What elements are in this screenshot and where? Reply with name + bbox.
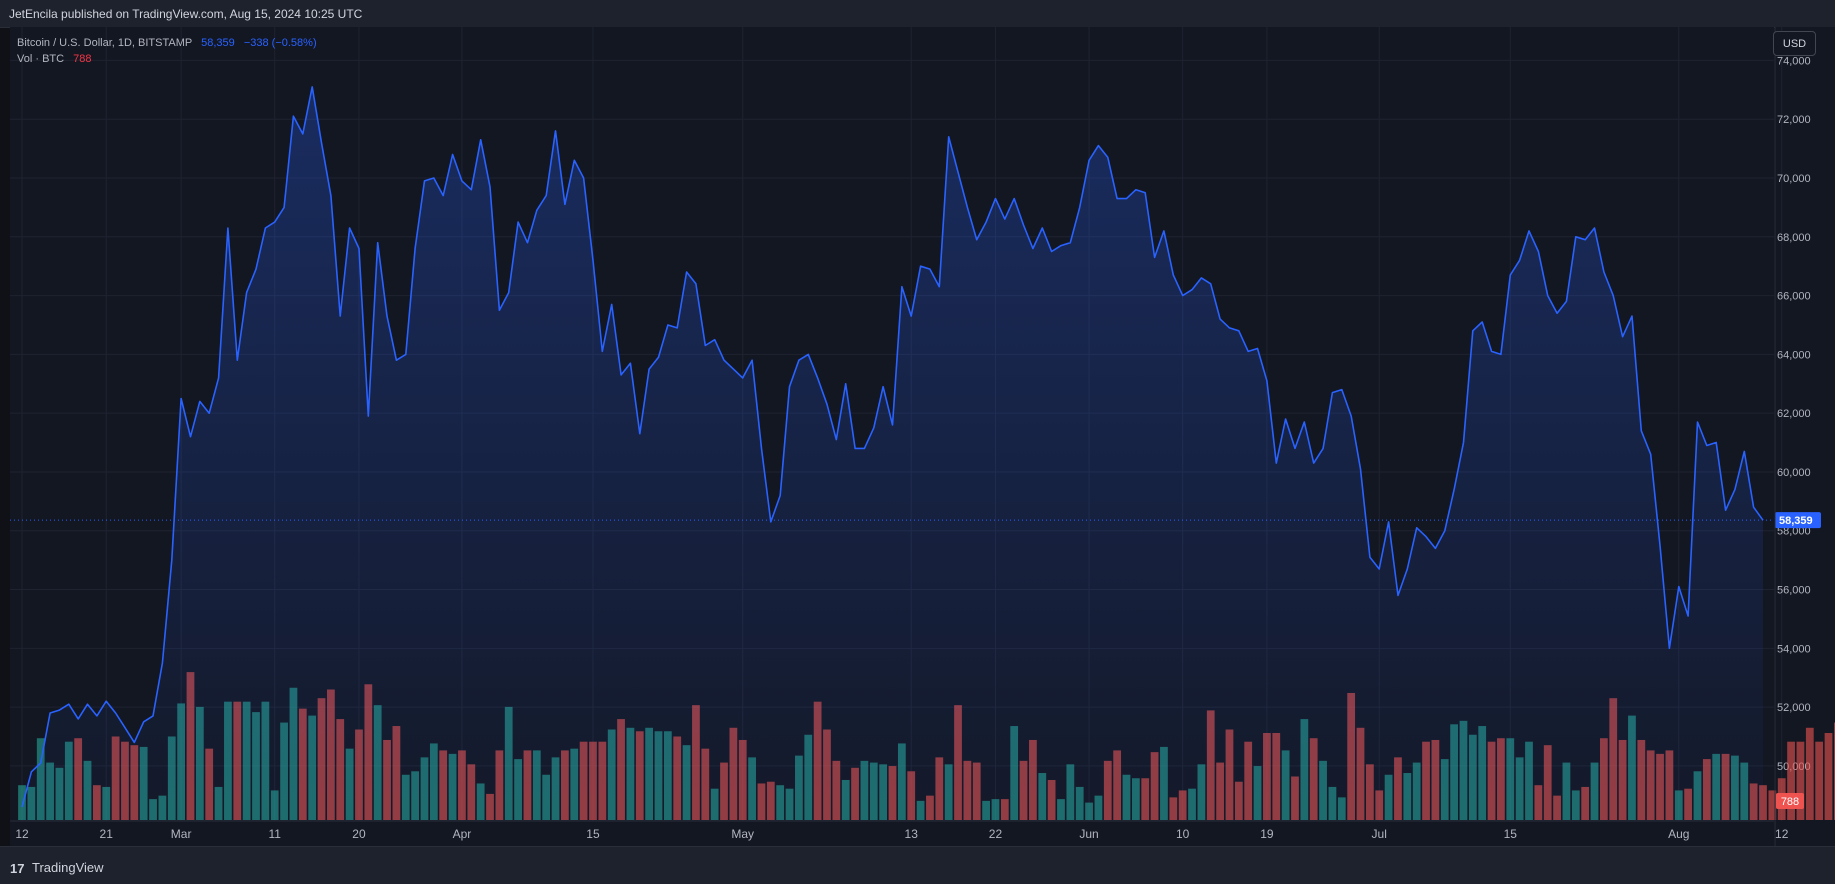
x-tick-label: Apr — [453, 827, 472, 841]
legend-last-price: 58,359 — [201, 37, 235, 49]
y-tick-label: 72,000 — [1777, 114, 1811, 126]
x-tick-label: 22 — [989, 827, 1003, 841]
footer-brand: TradingView — [32, 860, 104, 875]
volume-bar — [18, 785, 26, 820]
x-tick-label: Jun — [1079, 827, 1098, 841]
legend-volume-value: 788 — [73, 53, 92, 65]
legend-volume-label[interactable]: Vol · BTC — [17, 53, 65, 65]
y-tick-label: 62,000 — [1777, 408, 1811, 420]
volume-bar — [1796, 741, 1805, 820]
y-tick-label: 56,000 — [1777, 585, 1811, 597]
volume-bar — [1787, 741, 1795, 820]
legend-change: −338 (−0.58%) — [243, 37, 317, 49]
legend-symbol[interactable]: Bitcoin / U.S. Dollar, 1D, BITSTAMP — [17, 37, 193, 49]
x-tick-label: Jul — [1372, 827, 1387, 841]
price-line[interactable] — [21, 86, 1764, 808]
x-tick-label: Aug — [1668, 827, 1689, 841]
time-axis-background — [10, 821, 1774, 846]
x-tick-label: 21 — [100, 827, 114, 841]
volume-bar — [1768, 790, 1777, 820]
y-tick-label: 52,000 — [1777, 702, 1811, 714]
x-tick-label: Mar — [171, 827, 192, 841]
last-volume-label-bg — [1776, 793, 1804, 809]
published-text: JetEncila published on TradingView.com, … — [9, 7, 363, 21]
footer: 17 TradingView — [0, 846, 1835, 884]
legend-volume-row: Vol · BTC 788 — [17, 51, 317, 67]
y-tick-label: 54,000 — [1777, 643, 1811, 655]
price-area-fill — [22, 86, 1763, 821]
x-tick-label: May — [731, 827, 754, 841]
x-tick-label: 20 — [352, 827, 366, 841]
y-tick-label: 66,000 — [1777, 291, 1811, 303]
x-tick-label: 12 — [1775, 827, 1789, 841]
legend-main-row: Bitcoin / U.S. Dollar, 1D, BITSTAMP 58,3… — [17, 35, 317, 51]
x-tick-label: 15 — [586, 827, 600, 841]
y-tick-label: 74,000 — [1777, 55, 1811, 67]
x-tick-label: 15 — [1504, 827, 1518, 841]
chart-legend: Bitcoin / U.S. Dollar, 1D, BITSTAMP 58,3… — [17, 35, 317, 67]
last-volume-label: 788 — [1781, 796, 1799, 808]
y-tick-label: 70,000 — [1777, 173, 1811, 185]
y-tick-label: 60,000 — [1777, 467, 1811, 479]
x-tick-label: 12 — [15, 827, 29, 841]
price-axis-background — [1775, 27, 1835, 846]
last-price-label-bg — [1775, 512, 1821, 529]
volume-bar — [1805, 727, 1814, 820]
volume-bar — [1824, 733, 1833, 820]
chart-area[interactable]: 74,000 72,000 70,000 68,000 66,000 64,000 62,0… — [0, 27, 1835, 846]
y-tick-label: 58,000 — [1777, 526, 1811, 538]
tradingview-logo-icon: 17 — [10, 861, 25, 876]
x-tick-label: 19 — [1260, 827, 1274, 841]
volume-bar — [1815, 741, 1824, 820]
currency-button[interactable]: USD — [1773, 31, 1816, 56]
y-tick-label: 64,000 — [1777, 349, 1811, 361]
published-header: JetEncila published on TradingView.com, … — [0, 0, 1835, 28]
y-tick-label: 68,000 — [1777, 232, 1811, 244]
x-tick-label: 13 — [905, 827, 919, 841]
x-tick-label: 11 — [268, 827, 281, 841]
price-chart[interactable]: 74,000 72,000 70,000 68,000 66,000 64,000 62,0… — [0, 27, 1835, 846]
last-price-label: 58,359 — [1779, 515, 1813, 527]
x-tick-label: 10 — [1176, 827, 1190, 841]
